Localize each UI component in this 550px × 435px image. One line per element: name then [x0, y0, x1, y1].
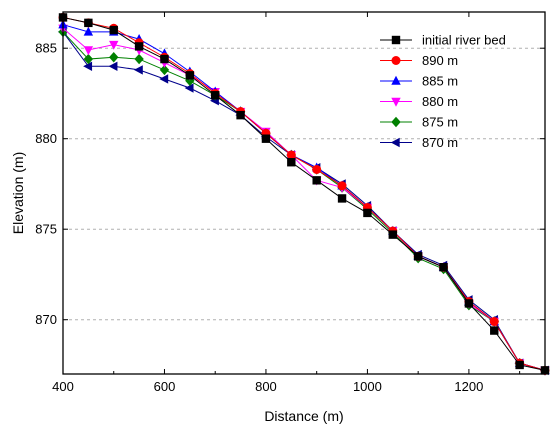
series-5 — [57, 27, 549, 376]
gridlines — [63, 47, 545, 321]
data-point-s1-9 — [286, 150, 296, 160]
legend-item-3: 880 m — [380, 94, 458, 109]
data-point-s0-4 — [160, 54, 169, 64]
series-line-0 — [62, 16, 546, 371]
series-0 — [58, 13, 550, 375]
data-point-s0-9 — [287, 158, 296, 167]
data-point-s4-4 — [159, 64, 170, 76]
legend-marker-1 — [391, 56, 401, 65]
series-layer — [57, 12, 550, 376]
data-point-s0-14 — [413, 252, 423, 261]
legend-marker-4 — [391, 116, 401, 128]
data-point-s0-10 — [312, 176, 321, 185]
data-point-s5-2 — [108, 61, 118, 71]
data-point-s0-13 — [388, 230, 397, 239]
legend-item-5: 870 m — [380, 135, 458, 150]
legend-item-0: initial river bed — [380, 33, 506, 48]
series-1 — [58, 12, 550, 375]
data-point-s0-8 — [261, 134, 271, 143]
legend-marker-3 — [391, 97, 401, 107]
x-axis-title: Distance (m) — [264, 408, 343, 424]
data-point-s1-17 — [489, 317, 499, 327]
y-tick-label-3: 885 — [35, 41, 57, 56]
legend-item-2: 885 m — [380, 74, 458, 89]
data-point-s5-3 — [133, 65, 143, 75]
data-point-s0-6 — [211, 91, 220, 100]
data-point-s4-3 — [134, 53, 144, 65]
legend-item-1: 890 m — [380, 53, 458, 68]
data-point-s0-1 — [84, 18, 93, 28]
data-point-s0-7 — [236, 110, 245, 120]
legend-marker-2 — [391, 75, 401, 85]
series-2 — [58, 19, 550, 375]
y-tick-label-1: 875 — [35, 222, 57, 237]
plot-area-frame — [62, 11, 546, 375]
data-point-s3-2 — [109, 40, 119, 50]
series-4 — [58, 26, 550, 376]
series-line-3 — [62, 27, 546, 371]
legend-marker-5 — [390, 137, 400, 148]
data-point-s0-12 — [363, 208, 372, 218]
legend-item-4: 875 m — [380, 115, 458, 130]
legend-label-1: 890 m — [422, 53, 458, 68]
data-point-s4-1 — [83, 53, 94, 65]
legend-marker-0 — [391, 35, 401, 45]
data-point-s0-3 — [134, 42, 144, 51]
y-tick-label-2: 880 — [35, 131, 57, 146]
data-point-s5-1 — [83, 61, 93, 71]
series-3 — [58, 24, 550, 376]
data-point-s5-4 — [159, 74, 169, 84]
data-point-s5-5 — [184, 83, 194, 93]
legend-label-0: initial river bed — [422, 33, 506, 48]
x-tick-label-3: 1000 — [353, 379, 382, 394]
data-point-s0-18 — [515, 360, 524, 370]
legend-label-2: 885 m — [422, 74, 458, 89]
data-point-s0-2 — [109, 25, 118, 35]
legend-label-3: 880 m — [422, 94, 458, 109]
series-line-1 — [62, 16, 546, 371]
series-line-2 — [62, 24, 546, 371]
data-point-s0-16 — [464, 299, 474, 308]
y-axis-title: Elevation (m) — [10, 152, 26, 234]
data-point-s3-1 — [83, 46, 94, 56]
y-tick-label-0: 870 — [35, 312, 57, 327]
data-point-s1-10 — [312, 164, 322, 174]
data-point-s0-11 — [337, 194, 347, 203]
legend-label-4: 875 m — [422, 115, 458, 130]
data-point-s0-15 — [439, 263, 448, 272]
x-tick-label-2: 800 — [255, 379, 277, 394]
x-tick-label-1: 600 — [154, 379, 176, 394]
data-point-s2-1 — [83, 26, 94, 36]
data-point-s0-5 — [185, 71, 195, 80]
axis-ticks: 400 600 800 1000 1200 870 875 880 885 — [35, 12, 545, 394]
data-point-s0-17 — [490, 326, 499, 335]
data-point-s1-11 — [337, 181, 347, 191]
x-tick-label-4: 1200 — [454, 379, 483, 394]
data-point-s4-2 — [109, 52, 119, 63]
x-tick-label-0: 400 — [52, 379, 74, 394]
legend: initial river bed 890 m 885 m 880 m 875 m 870… — [380, 33, 506, 150]
legend-label-5: 870 m — [422, 135, 458, 150]
data-point-s4-5 — [185, 75, 195, 86]
